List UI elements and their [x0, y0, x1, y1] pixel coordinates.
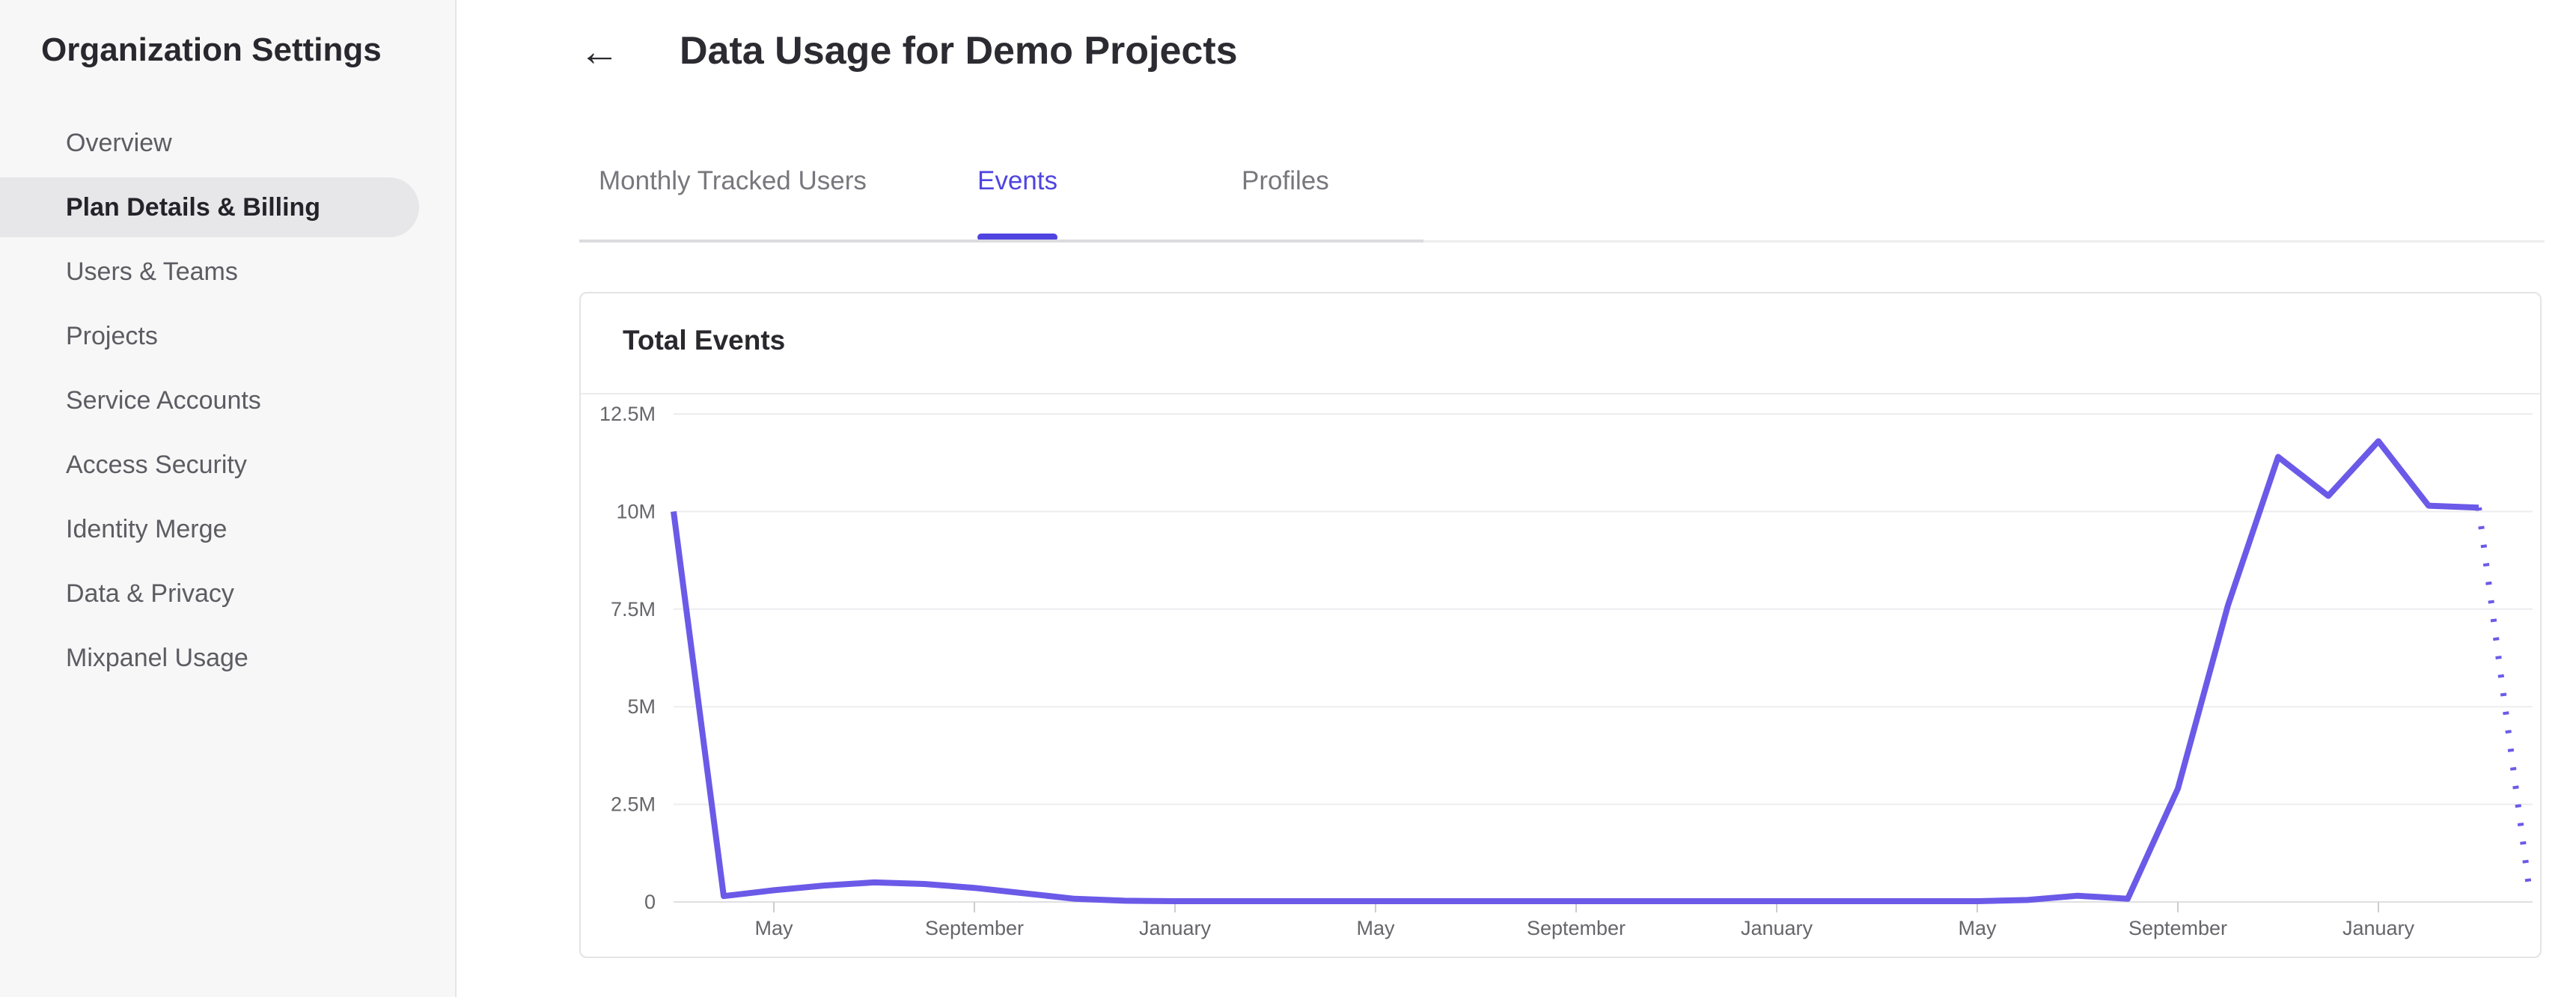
x-tick-label: May [1958, 917, 1997, 939]
card-title: Total Events [623, 325, 786, 356]
gridlines [674, 413, 2533, 903]
sidebar-item-data-privacy[interactable]: Data & Privacy [0, 561, 457, 626]
sidebar-item-label: Data & Privacy [66, 579, 234, 608]
x-tick-label: September [925, 917, 1024, 939]
tab-monthly-tracked-users[interactable]: Monthly Tracked Users [599, 166, 867, 195]
sidebar-item-label: Access Security [66, 450, 247, 479]
x-axis-labels: May September January May September January Ma… [754, 917, 2414, 939]
x-axis-ticks [773, 902, 2379, 912]
total-events-line [671, 438, 2479, 904]
y-axis-labels: 12.5M 10M 7.5M 5M 2.5M 0 [599, 403, 656, 913]
sidebar-title: Organization Settings [41, 31, 382, 68]
sidebar-item-label: Service Accounts [66, 385, 261, 415]
chart-card: Total Events 12.5M 10M 7.5M 5M 2.5M 0 May Septe… [579, 292, 2542, 958]
sidebar-item-users-teams[interactable]: Users & Teams [0, 240, 457, 304]
tab-divider [579, 240, 1423, 243]
y-tick-label: 10M [616, 500, 656, 522]
sidebar-item-identity-merge[interactable]: Identity Merge [0, 497, 457, 561]
sidebar-item-label: Plan Details & Billing [66, 192, 321, 222]
x-tick-label: January [2342, 917, 2415, 939]
x-tick-label: May [1356, 917, 1395, 939]
sidebar-item-label: Projects [66, 321, 158, 350]
sidebar: Organization Settings Overview Plan Detai… [0, 0, 457, 997]
sidebar-item-overview[interactable]: Overview [0, 111, 457, 175]
y-tick-label: 7.5M [611, 598, 656, 621]
x-tick-label: January [1741, 917, 1813, 939]
card-header: Total Events [581, 293, 2540, 394]
x-tick-label: January [1139, 917, 1212, 939]
page-title: Data Usage for Demo Projects [680, 29, 1238, 73]
back-button[interactable]: ← [573, 25, 626, 78]
x-tick-label: September [1527, 917, 1626, 939]
sidebar-item-service-accounts[interactable]: Service Accounts [0, 368, 457, 433]
x-tick-label: May [754, 917, 793, 939]
y-tick-label: 12.5M [599, 403, 656, 425]
sidebar-item-mixpanel-usage[interactable]: Mixpanel Usage [0, 626, 457, 690]
sidebar-item-label: Identity Merge [66, 514, 228, 543]
y-tick-label: 2.5M [611, 793, 656, 816]
x-tick-label: September [2128, 917, 2227, 939]
sidebar-item-label: Users & Teams [66, 257, 238, 286]
sidebar-nav: Overview Plan Details & Billing Users & Te… [0, 111, 457, 690]
sidebar-item-projects[interactable]: Projects [0, 304, 457, 368]
sidebar-item-label: Mixpanel Usage [66, 643, 248, 672]
y-tick-label: 5M [627, 695, 656, 718]
total-events-projection-dotted [2476, 507, 2532, 887]
tab-divider-extension [579, 240, 2545, 243]
sidebar-item-plan-details-billing[interactable]: Plan Details & Billing [0, 175, 457, 240]
sidebar-item-access-security[interactable]: Access Security [0, 433, 457, 497]
back-arrow-icon: ← [579, 29, 620, 74]
tab-events[interactable]: Events [977, 166, 1057, 241]
y-tick-label: 0 [644, 891, 656, 913]
tab-profiles[interactable]: Profiles [1242, 166, 1329, 195]
sidebar-item-label: Overview [66, 128, 172, 157]
